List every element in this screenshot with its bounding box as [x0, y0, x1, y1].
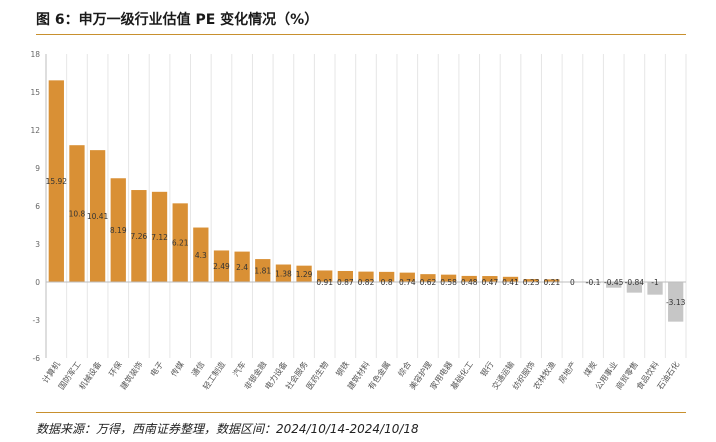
data-label-20: 0.58 [440, 278, 457, 287]
bar-12 [275, 264, 292, 282]
data-label-18: 0.74 [399, 278, 416, 287]
data-label-17: 0.8 [381, 278, 393, 287]
data-label-19: 0.62 [420, 278, 437, 287]
category-label-27: 煤炭 [581, 359, 598, 378]
data-label-11: 1.81 [254, 267, 271, 276]
data-label-24: 0.23 [523, 278, 540, 287]
y-tick-label: 12 [30, 126, 40, 135]
y-tick-label: 6 [35, 202, 40, 211]
data-label-12: 1.38 [275, 269, 292, 278]
data-label-layer: 15.92 10.8 10.418.19 7.26 7.12 6.21 4.3 2.49 2.4… [46, 177, 686, 307]
bar-7 [172, 203, 188, 282]
axis-layer: -6 -3 0 3 6 9 12 15 18 [30, 50, 686, 363]
y-tick-label: 3 [35, 240, 40, 249]
data-label-30: -1 [651, 278, 659, 287]
bar-10 [234, 251, 250, 282]
bar-5 [131, 190, 147, 282]
bar-1 [48, 80, 64, 282]
bar-31 [668, 282, 684, 322]
bar-13 [296, 265, 312, 282]
category-label-7: 传媒 [168, 359, 185, 378]
y-tick-label: -6 [33, 354, 41, 363]
grid-layer [45, 54, 687, 358]
bar-28 [606, 282, 622, 288]
category-label-18: 综合 [396, 359, 413, 378]
bar-17 [379, 271, 395, 282]
y-tick-label: 9 [35, 164, 40, 173]
data-label-3: 10.41 [87, 212, 109, 221]
data-label-31: -3.13 [666, 298, 686, 307]
bar-30 [647, 282, 663, 295]
data-label-28: -0.45 [604, 278, 624, 287]
bar-20 [440, 274, 457, 282]
bar-27 [585, 282, 601, 284]
category-label-8: 通信 [189, 359, 206, 378]
bar-4 [110, 178, 126, 282]
bar-6 [151, 191, 168, 282]
y-tick-label: 0 [35, 278, 40, 287]
data-label-27: -0.1 [586, 278, 601, 287]
bar-11 [255, 259, 271, 282]
data-label-16: 0.82 [358, 278, 375, 287]
data-label-21: 0.48 [461, 278, 478, 287]
data-label-9: 2.49 [213, 262, 230, 271]
y-tick-label: 18 [30, 50, 40, 59]
y-tick-label: -3 [33, 316, 41, 325]
bar-8 [193, 227, 209, 282]
bottom-rule [36, 412, 686, 413]
bar-21 [461, 275, 477, 282]
category-label-6: 电子 [148, 359, 165, 378]
data-label-14: 0.91 [316, 278, 333, 287]
data-label-4: 8.19 [110, 226, 127, 235]
bar-15 [337, 270, 353, 282]
category-label-1: 计算机 [40, 359, 62, 384]
category-label-26: 房地产 [556, 359, 578, 384]
data-label-15: 0.87 [337, 278, 354, 287]
bar-16 [358, 271, 374, 282]
bar-23 [502, 276, 519, 282]
data-label-22: 0.47 [482, 278, 499, 287]
figure-title: 图 6：申万一级行业估值 PE 变化情况（%） [36, 12, 319, 28]
bar-29 [626, 282, 643, 293]
data-label-29: -0.84 [625, 278, 645, 287]
data-label-10: 2.4 [236, 263, 248, 272]
bar-9 [213, 250, 230, 282]
data-label-8: 4.3 [195, 251, 207, 260]
data-label-25: 0.21 [543, 278, 560, 287]
bar-22 [482, 276, 498, 282]
data-label-1: 15.92 [46, 177, 68, 186]
data-label-2: 10.8 [69, 210, 86, 219]
y-tick-label: 15 [30, 88, 40, 97]
category-label-22: 银行 [478, 359, 495, 378]
category-label-4: 环保 [107, 359, 124, 378]
bar-14 [317, 270, 333, 282]
bar-layer [48, 80, 684, 322]
data-label-23: 0.41 [502, 278, 519, 287]
data-label-7: 6.21 [172, 239, 189, 248]
top-rule [36, 34, 686, 35]
data-label-6: 7.12 [151, 233, 168, 242]
data-label-13: 1.29 [296, 270, 313, 279]
bar-25 [544, 279, 560, 282]
bar-3 [89, 150, 106, 282]
bar-19 [420, 274, 436, 282]
data-label-26: 0 [570, 278, 575, 287]
data-label-5: 7.26 [131, 232, 148, 241]
category-label-10: 汽车 [230, 359, 247, 378]
category-label-15: 钢铁 [334, 359, 351, 378]
bar-18 [399, 272, 415, 282]
bar-24 [523, 279, 539, 282]
source-note: 数据来源：万得，西南证券整理，数据区间：2024/10/14-2024/10/1… [36, 422, 419, 436]
bar-2 [69, 145, 85, 282]
